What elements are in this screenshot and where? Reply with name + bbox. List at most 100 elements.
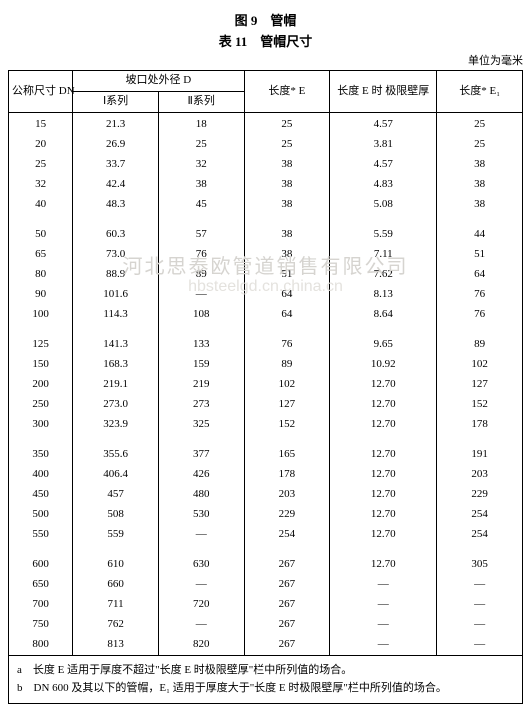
table-row: 1521.318254.5725 (9, 113, 523, 136)
cell-d1: 355.6 (73, 435, 159, 465)
table-row: 750762—267—— (9, 615, 523, 635)
cell-e1: 152 (437, 395, 523, 415)
cell-d2: — (158, 575, 244, 595)
cell-d1: 101.6 (73, 285, 159, 305)
cell-e1: 38 (437, 155, 523, 175)
cell-dn: 400 (9, 465, 73, 485)
cell-dn: 750 (9, 615, 73, 635)
cell-d1: 323.9 (73, 415, 159, 435)
cell-t: — (330, 575, 437, 595)
cell-e: 178 (244, 465, 330, 485)
cell-t: 12.70 (330, 435, 437, 465)
header-t: 长度 E 时 极限壁厚 (330, 71, 437, 113)
cell-dn: 650 (9, 575, 73, 595)
table-row: 250273.027312712.70152 (9, 395, 523, 415)
cell-dn: 250 (9, 395, 73, 415)
cell-d2: 45 (158, 195, 244, 215)
table-row: 2026.925253.8125 (9, 135, 523, 155)
cell-t: 3.81 (330, 135, 437, 155)
cell-e1: — (437, 575, 523, 595)
table-row: 4048.345385.0838 (9, 195, 523, 215)
header-e: 长度* E (244, 71, 330, 113)
cell-d1: 114.3 (73, 305, 159, 325)
cell-e: 38 (244, 245, 330, 265)
cell-e1: 254 (437, 525, 523, 545)
cell-e: 267 (244, 595, 330, 615)
cell-d2: 720 (158, 595, 244, 615)
table-row: 3242.438384.8338 (9, 175, 523, 195)
table-title: 表 11 管帽尺寸 (8, 31, 523, 50)
cell-e1: 38 (437, 175, 523, 195)
cell-d2: 426 (158, 465, 244, 485)
cell-dn: 125 (9, 325, 73, 355)
table-row: 650660—267—— (9, 575, 523, 595)
cell-d2: — (158, 615, 244, 635)
table-row: 2533.732384.5738 (9, 155, 523, 175)
cell-t: 4.57 (330, 113, 437, 136)
footnote-b: b DN 600 及其以下的管帽，E₁ 适用于厚度大于"长度 E 时极限壁厚"栏… (17, 680, 514, 698)
footnotes: a 长度 E 适用于厚度不超过"长度 E 时极限壁厚"栏中所列值的场合。 b D… (8, 656, 523, 704)
cell-d1: 660 (73, 575, 159, 595)
cell-t: 5.59 (330, 215, 437, 245)
cell-d2: 18 (158, 113, 244, 136)
cell-t: — (330, 635, 437, 656)
table-row: 125141.3133769.6589 (9, 325, 523, 355)
header-dn: 公称尺寸 DN (9, 71, 73, 113)
cell-e: 64 (244, 305, 330, 325)
cell-e: 25 (244, 113, 330, 136)
cell-t: 12.70 (330, 465, 437, 485)
cell-e: 152 (244, 415, 330, 435)
cell-e: 102 (244, 375, 330, 395)
cell-d1: 559 (73, 525, 159, 545)
cell-e1: 44 (437, 215, 523, 245)
cell-dn: 800 (9, 635, 73, 656)
cell-d1: 762 (73, 615, 159, 635)
cell-t: 4.83 (330, 175, 437, 195)
cell-d2: — (158, 285, 244, 305)
cell-e: 64 (244, 285, 330, 305)
cell-t: 12.70 (330, 375, 437, 395)
unit-label: 单位为毫米 (8, 52, 523, 68)
table-row: 6573.076387.1151 (9, 245, 523, 265)
footnote-a: a 长度 E 适用于厚度不超过"长度 E 时极限壁厚"栏中所列值的场合。 (17, 662, 514, 680)
cell-d2: 89 (158, 265, 244, 285)
cell-dn: 25 (9, 155, 73, 175)
header-e1: 长度* E₁ (437, 71, 523, 113)
cell-e1: 203 (437, 465, 523, 485)
cell-dn: 450 (9, 485, 73, 505)
cell-t: 12.70 (330, 525, 437, 545)
pipe-cap-table: 公称尺寸 DN 坡口处外径 D 长度* E 长度 E 时 极限壁厚 长度* E₁… (8, 70, 523, 656)
cell-dn: 50 (9, 215, 73, 245)
cell-e1: 51 (437, 245, 523, 265)
cell-dn: 15 (9, 113, 73, 136)
cell-t: 9.65 (330, 325, 437, 355)
cell-e: 89 (244, 355, 330, 375)
cell-e: 127 (244, 395, 330, 415)
cell-e1: 305 (437, 545, 523, 575)
table-row: 150168.31598910.92102 (9, 355, 523, 375)
cell-d1: 48.3 (73, 195, 159, 215)
cell-d2: 133 (158, 325, 244, 355)
cell-e1: 76 (437, 285, 523, 305)
cell-dn: 500 (9, 505, 73, 525)
cell-e1: 25 (437, 113, 523, 136)
cell-e1: — (437, 615, 523, 635)
cell-d2: 377 (158, 435, 244, 465)
cell-e: 76 (244, 325, 330, 355)
cell-e1: 178 (437, 415, 523, 435)
cell-e1: 102 (437, 355, 523, 375)
cell-e: 203 (244, 485, 330, 505)
cell-d1: 813 (73, 635, 159, 656)
cell-t: 4.57 (330, 155, 437, 175)
cell-e: 51 (244, 265, 330, 285)
cell-e: 254 (244, 525, 330, 545)
table-row: 800813820267—— (9, 635, 523, 656)
cell-e: 38 (244, 175, 330, 195)
table-row: 60061063026712.70305 (9, 545, 523, 575)
table-header: 公称尺寸 DN 坡口处外径 D 长度* E 长度 E 时 极限壁厚 长度* E₁… (9, 71, 523, 113)
cell-d1: 711 (73, 595, 159, 615)
table-row: 90101.6—648.1376 (9, 285, 523, 305)
cell-e: 267 (244, 545, 330, 575)
cell-dn: 80 (9, 265, 73, 285)
cell-d1: 273.0 (73, 395, 159, 415)
